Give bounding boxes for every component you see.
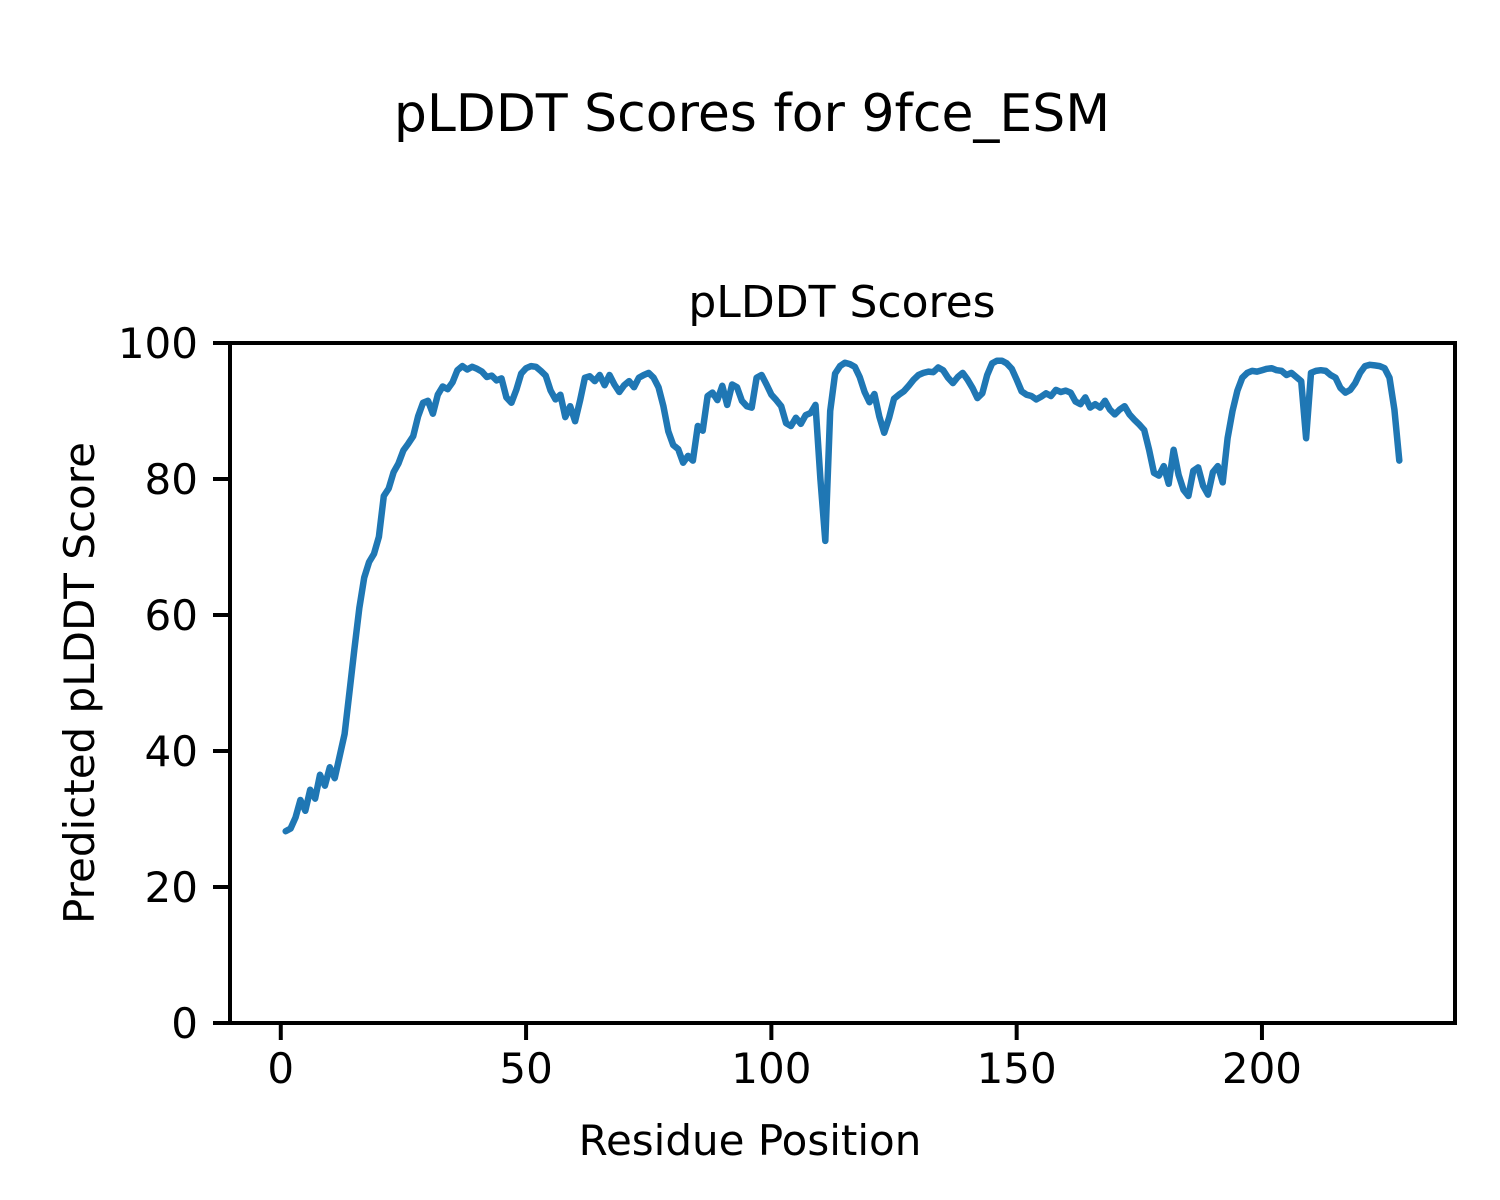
y-tick-label: 40	[145, 727, 198, 776]
main-title: pLDDT Scores for 9fce_ESM	[394, 84, 1110, 144]
y-axis-ticks: 0 20 40 60 80 100	[118, 319, 230, 1048]
x-tick-label: 100	[731, 1044, 811, 1093]
x-tick-label: 0	[267, 1044, 294, 1093]
y-tick-label: 100	[118, 319, 198, 368]
x-axis-ticks: 0 50 100 150 200	[267, 1023, 1302, 1093]
x-axis-label: Residue Position	[579, 1116, 922, 1165]
x-tick-label: 150	[977, 1044, 1057, 1093]
y-tick-label: 0	[171, 999, 198, 1048]
plot-area	[228, 341, 1457, 1025]
x-tick-label: 200	[1222, 1044, 1302, 1093]
y-axis-label: Predicted pLDDT Score	[55, 442, 104, 924]
axes-title: pLDDT Scores	[688, 277, 995, 328]
y-tick-label: 60	[145, 591, 198, 640]
x-tick-label: 50	[499, 1044, 552, 1093]
y-tick-label: 80	[145, 455, 198, 504]
plddt-data-line	[282, 357, 1403, 835]
y-tick-label: 20	[145, 863, 198, 912]
